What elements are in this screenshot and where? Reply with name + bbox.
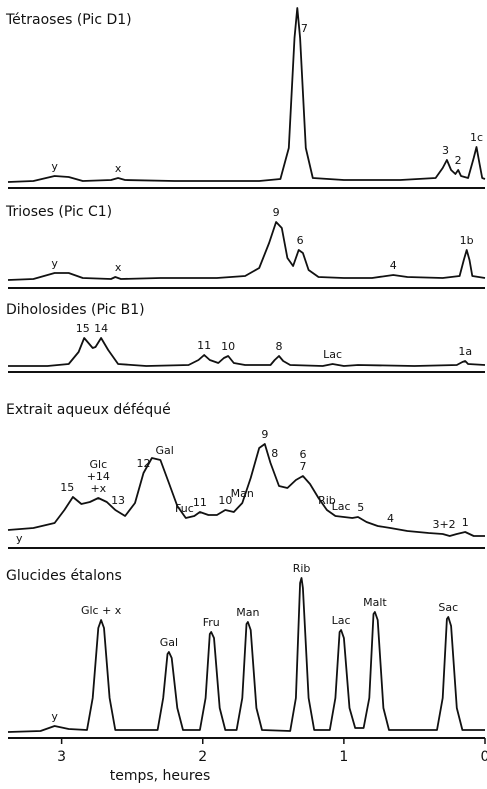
- peak-label: x: [115, 261, 122, 274]
- peak-label: 4: [390, 259, 397, 272]
- trace: [7, 221, 486, 281]
- peak-label: 7: [301, 22, 308, 35]
- trace: [8, 337, 486, 367]
- peak-label: +14: [87, 470, 110, 483]
- x-tick-label: 3: [57, 749, 66, 765]
- peak-label: Sac: [438, 601, 458, 614]
- peak-label: 6: [299, 448, 306, 461]
- trace: [7, 7, 486, 183]
- peak-label: Fru: [203, 616, 220, 629]
- peak-label: 1b: [460, 234, 474, 247]
- peak-label: 14: [94, 322, 108, 335]
- peak-label: 15: [76, 322, 90, 335]
- panel-title: Tétraoses (Pic D1): [5, 12, 132, 28]
- peak-label: +x: [90, 482, 106, 495]
- peak-label: Glc + x: [81, 604, 122, 617]
- peak-label: y: [51, 257, 58, 270]
- peak-label: Glc: [89, 458, 107, 471]
- peak-label: 15: [60, 481, 74, 494]
- peak-label: 7: [299, 460, 306, 473]
- peak-label: Gal: [155, 444, 173, 457]
- peak-label: 1a: [458, 345, 472, 358]
- peak-label: 9: [261, 428, 268, 441]
- peak-label: Lac: [332, 500, 351, 513]
- peak-label: Man: [236, 606, 259, 619]
- peak-label: 11: [197, 339, 211, 352]
- peak-label: y: [51, 710, 58, 723]
- peak-label: 1: [462, 516, 469, 529]
- peak-label: 4: [387, 512, 394, 525]
- panel-title: Extrait aqueux déféqué: [6, 402, 171, 418]
- peak-label: 9: [273, 206, 280, 219]
- peak-label: 8: [275, 340, 282, 353]
- peak-label: 3+2: [432, 518, 455, 531]
- peak-label: 11: [193, 496, 207, 509]
- peak-label: Fuc: [175, 502, 194, 515]
- peak-label: y: [51, 160, 58, 173]
- peak-label: 10: [221, 340, 235, 353]
- peak-label: Lac: [332, 614, 351, 627]
- peak-label: 13: [111, 494, 125, 507]
- peak-label: 3: [442, 144, 449, 157]
- x-tick-label: 2: [198, 749, 207, 765]
- panel-title: Trioses (Pic C1): [5, 204, 112, 220]
- peak-label: x: [115, 162, 122, 175]
- peak-label: Rib: [318, 494, 336, 507]
- peak-label: 6: [297, 234, 304, 247]
- peak-label: 1c: [470, 131, 483, 144]
- panel-title: Glucides étalons: [6, 568, 122, 584]
- peak-label: Malt: [363, 596, 387, 609]
- peak-label: 10: [218, 494, 232, 507]
- peak-label: 12: [136, 457, 150, 470]
- peak-label: y: [16, 532, 23, 545]
- peak-label: 2: [455, 154, 462, 167]
- trace: [7, 577, 485, 733]
- peak-label: 8: [271, 447, 278, 460]
- peak-label: Lac: [323, 348, 342, 361]
- peak-label: Rib: [293, 562, 311, 575]
- peak-label: 5: [357, 501, 364, 514]
- x-tick-label: 1: [339, 749, 348, 765]
- x-tick-label: 0: [481, 749, 487, 765]
- panel-title: Diholosides (Pic B1): [6, 302, 145, 318]
- peak-label: Gal: [160, 636, 178, 649]
- peak-label: Man: [231, 487, 254, 500]
- trace: [7, 443, 485, 537]
- x-axis-label: temps, heures: [110, 768, 211, 784]
